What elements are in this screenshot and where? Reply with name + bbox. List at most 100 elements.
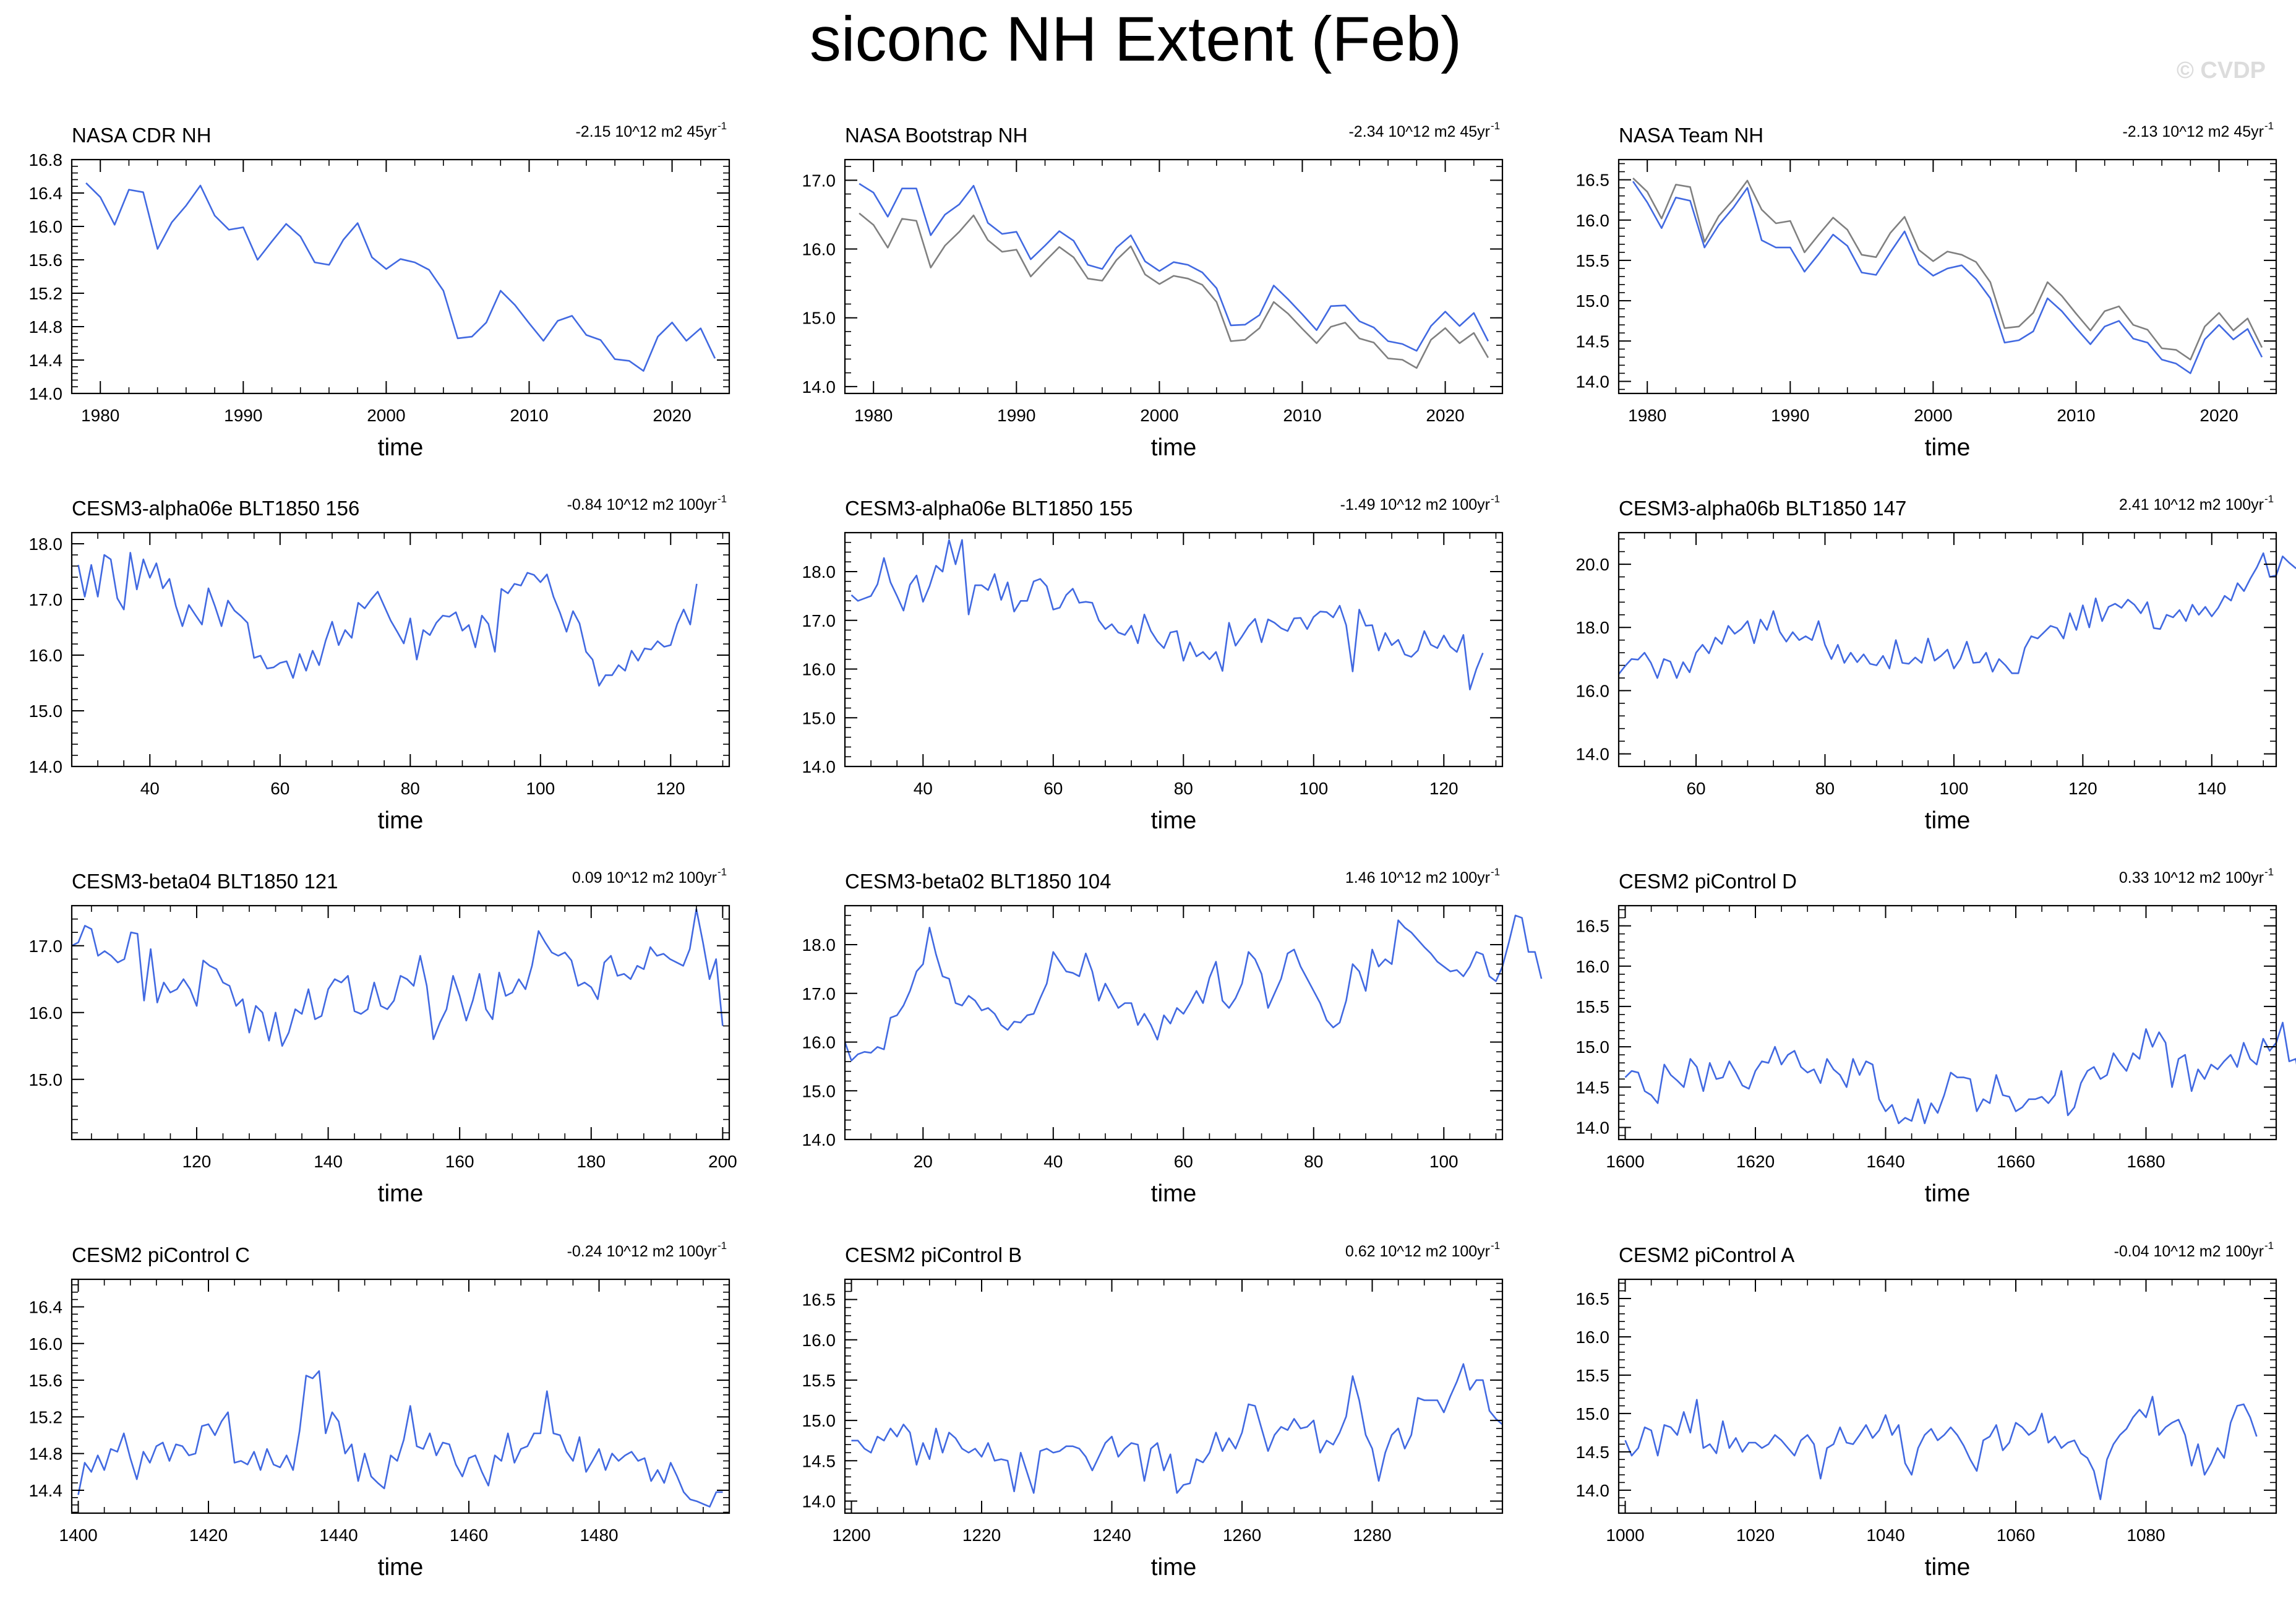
x-tick-label: 120: [2068, 779, 2097, 798]
y-tick-label: 18.0: [29, 534, 63, 554]
x-tick-label: 1640: [1866, 1152, 1904, 1171]
x-tick-label: 1980: [81, 406, 119, 425]
x-tick-label: 1080: [2127, 1526, 2165, 1545]
y-tick-label: 14.5: [1576, 1443, 1610, 1462]
y-tick-label: 14.0: [1576, 745, 1610, 764]
trend-exponent: -1: [2264, 120, 2274, 132]
plot-frame: [71, 1278, 730, 1514]
x-tick-label: 1600: [1606, 1152, 1644, 1171]
y-tick-label: 15.2: [29, 284, 63, 303]
x-tick-label: 1460: [450, 1526, 488, 1545]
x-tick-label: 1400: [59, 1526, 97, 1545]
trend-exponent: -1: [718, 866, 727, 878]
y-tick-label: 14.0: [1576, 1118, 1610, 1137]
x-tick-label: 1280: [1353, 1526, 1391, 1545]
x-tick-label: 140: [314, 1152, 343, 1171]
trend-exponent: -1: [1491, 1240, 1500, 1251]
x-tick-label: 1040: [1866, 1526, 1904, 1545]
x-tick-label: 2020: [653, 406, 691, 425]
chart-panel: NASA CDR NH -2.15 10^12 m2 45yr -1 14.0 14.4…: [29, 120, 730, 461]
y-tick-label: 14.0: [802, 757, 836, 776]
y-tick-label: 17.0: [802, 171, 836, 190]
series-line: [77, 1370, 723, 1508]
x-tick-label: 40: [1043, 1152, 1063, 1171]
x-tick-label: 100: [1940, 779, 1969, 798]
y-tick-label: 15.5: [802, 1371, 836, 1390]
y-tick-label: 14.0: [29, 384, 63, 403]
chart-panel: NASA Bootstrap NH -2.34 10^12 m2 45yr -1 14…: [802, 120, 1504, 461]
trend-label: 0.09 10^12 m2 100yr: [572, 869, 717, 886]
panel-title: CESM3-alpha06e BLT1850 156: [72, 497, 359, 520]
trend-label: 0.62 10^12 m2 100yr: [1345, 1243, 1490, 1260]
chart-panel: NASA Team NH -2.13 10^12 m2 45yr -1 14.0 14.…: [1576, 120, 2277, 461]
chart-panel: CESM2 piControl A -0.04 10^12 m2 100yr -1 1…: [1576, 1240, 2277, 1581]
x-tick-label: 1990: [997, 406, 1035, 425]
y-tick-label: 14.5: [1576, 332, 1610, 351]
x-axis-label: time: [1925, 434, 1971, 461]
chart-panel: CESM2 piControl D 0.33 10^12 m2 100yr -1 14…: [1576, 866, 2296, 1207]
x-tick-label: 2010: [2057, 406, 2095, 425]
trend-exponent: -1: [1491, 120, 1500, 132]
y-tick-label: 16.5: [1576, 917, 1610, 936]
plot-frame: [71, 531, 730, 768]
x-tick-label: 80: [1174, 779, 1193, 798]
plot-frame: [1617, 158, 2277, 395]
x-tick-label: 100: [1299, 779, 1328, 798]
y-tick-label: 17.0: [29, 590, 63, 609]
y-tick-label: 16.0: [29, 646, 63, 665]
figure-title: siconc NH Extent (Feb): [810, 4, 1462, 74]
y-tick-label: 16.0: [1576, 957, 1610, 976]
y-tick-label: 17.0: [802, 611, 836, 630]
watermark: © CVDP: [2177, 58, 2266, 84]
y-tick-label: 15.0: [1576, 1404, 1610, 1423]
plot-frame: [1617, 531, 2277, 768]
y-tick-label: 16.5: [802, 1290, 836, 1310]
x-axis-label: time: [1151, 807, 1197, 834]
chart-panel: CESM2 piControl B 0.62 10^12 m2 100yr -1 14…: [802, 1240, 1504, 1581]
y-tick-label: 15.6: [29, 1371, 63, 1390]
x-tick-label: 60: [1174, 1152, 1193, 1171]
y-tick-label: 17.0: [29, 937, 63, 956]
x-tick-label: 1200: [832, 1526, 870, 1545]
plot-frame: [71, 158, 730, 395]
trend-label: -0.84 10^12 m2 100yr: [567, 496, 717, 513]
x-tick-label: 100: [1429, 1152, 1459, 1171]
x-axis-label: time: [1925, 807, 1971, 834]
x-tick-label: 2000: [1140, 406, 1178, 425]
series-line: [1632, 181, 2263, 374]
x-tick-label: 80: [401, 779, 420, 798]
y-tick-label: 15.0: [1576, 1037, 1610, 1057]
y-tick-label: 14.0: [1576, 372, 1610, 391]
x-tick-label: 60: [270, 779, 289, 798]
y-tick-label: 20.0: [1576, 555, 1610, 574]
x-tick-label: 40: [914, 779, 933, 798]
trend-label: 1.46 10^12 m2 100yr: [1345, 869, 1490, 886]
series-line: [851, 1363, 1503, 1494]
series-line: [77, 552, 698, 687]
series-line: [859, 182, 1489, 352]
x-tick-label: 180: [576, 1152, 606, 1171]
plot-frame: [71, 904, 730, 1141]
y-tick-label: 16.0: [802, 660, 836, 679]
y-tick-label: 14.0: [1576, 1481, 1610, 1500]
panel-title: NASA Team NH: [1619, 124, 1763, 147]
panel-title: CESM3-beta04 BLT1850 121: [72, 870, 338, 893]
trend-exponent: -1: [1491, 493, 1500, 505]
y-tick-label: 14.0: [802, 377, 836, 397]
x-tick-label: 80: [1815, 779, 1835, 798]
chart-panel: CESM3-alpha06b BLT1850 147 2.41 10^12 m2 …: [1576, 493, 2296, 834]
x-axis-label: time: [1151, 1554, 1197, 1581]
chart-panel: CESM3-alpha06e BLT1850 155 -1.49 10^12 m2…: [802, 493, 1504, 834]
chart-panel: CESM2 piControl C -0.24 10^12 m2 100yr -1 1…: [29, 1240, 730, 1581]
y-tick-label: 16.4: [29, 184, 63, 203]
trend-label: -2.13 10^12 m2 45yr: [2122, 123, 2264, 140]
x-tick-label: 1980: [854, 406, 893, 425]
series-line: [71, 908, 724, 1047]
panel-title: CESM3-alpha06e BLT1850 155: [845, 497, 1133, 520]
x-axis-label: time: [378, 1554, 424, 1581]
x-tick-label: 2020: [2200, 406, 2238, 425]
panel-title: CESM2 piControl C: [72, 1243, 250, 1266]
y-tick-label: 15.5: [1576, 1366, 1610, 1385]
trend-exponent: -1: [2264, 866, 2274, 878]
